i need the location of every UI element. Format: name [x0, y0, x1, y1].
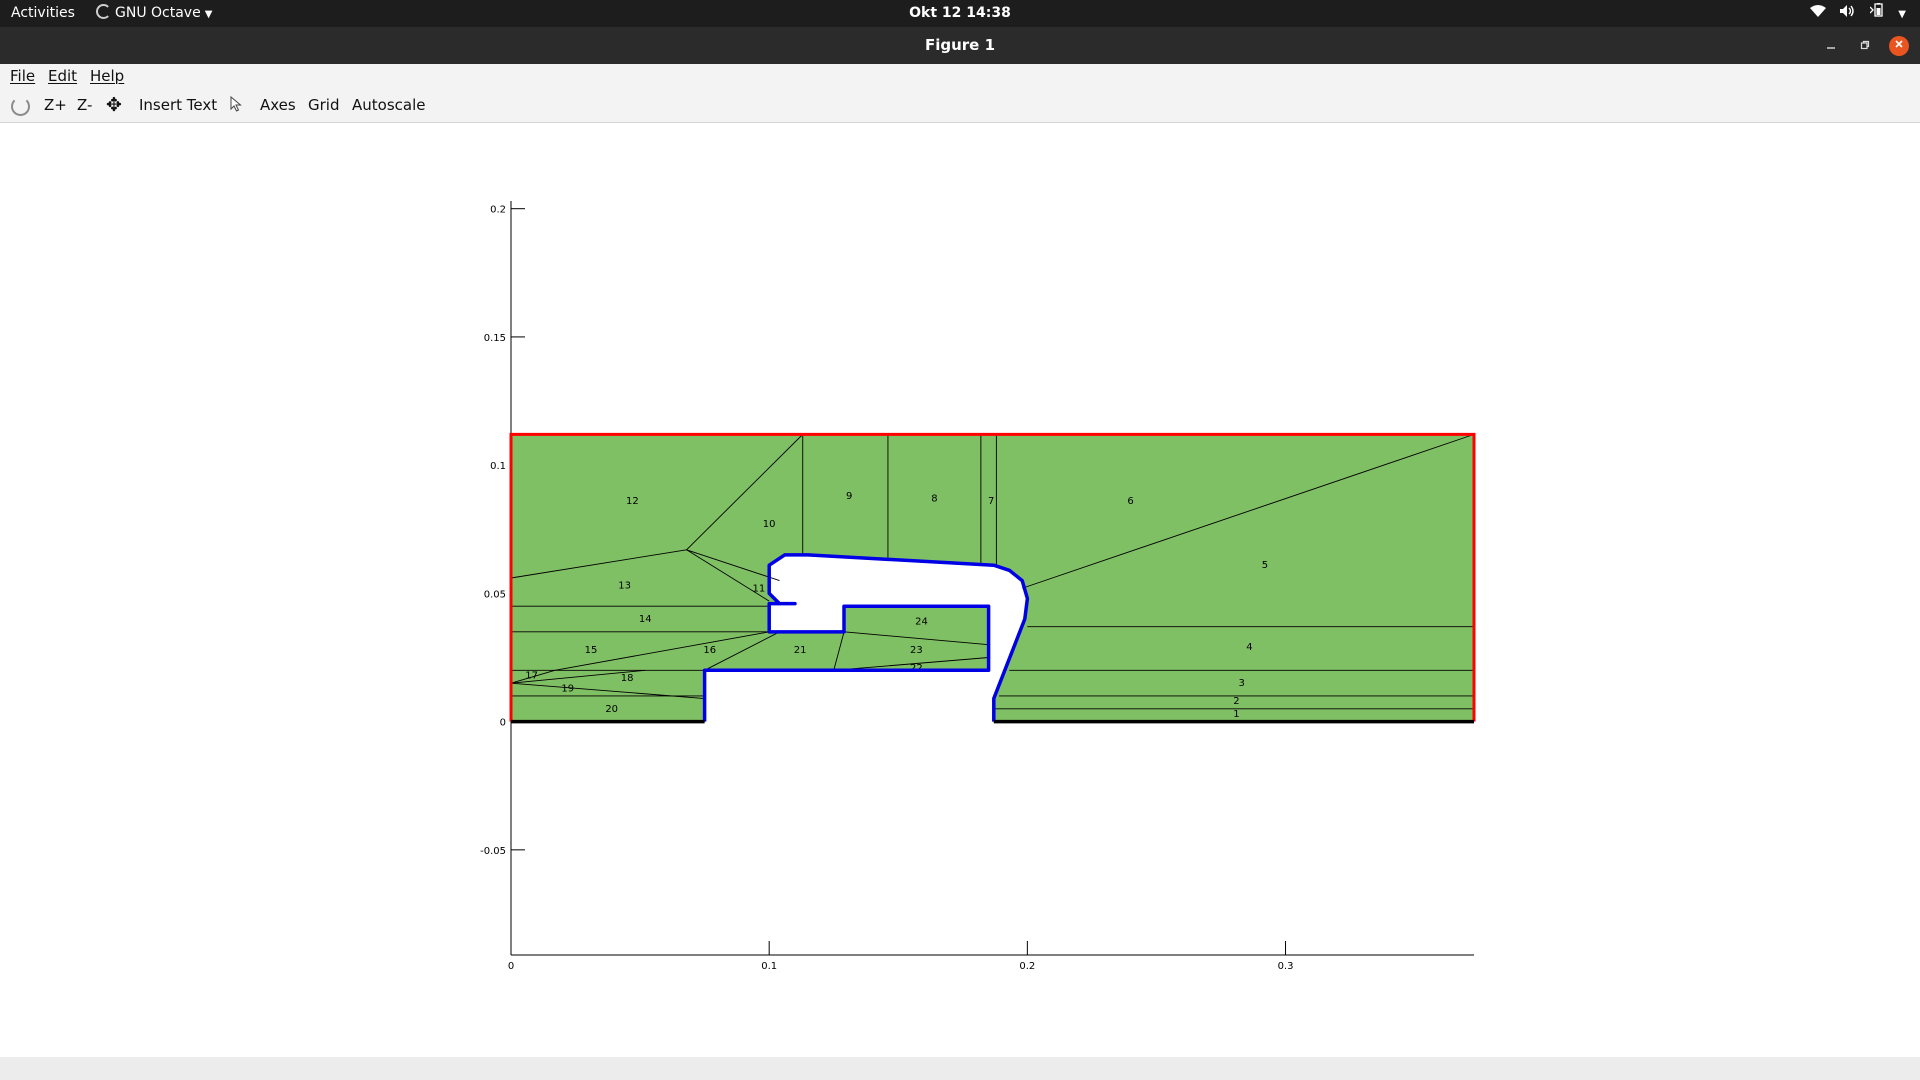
region-label: 18	[621, 673, 634, 684]
mesh-fill	[511, 434, 1474, 722]
region-label: 24	[915, 617, 928, 628]
x-tick-label: 0.3	[1278, 961, 1294, 972]
region-label: 5	[1262, 560, 1268, 571]
region-label: 21	[794, 645, 807, 656]
restore-icon	[1860, 40, 1870, 50]
region-label: 2	[1233, 696, 1239, 707]
minimize-button[interactable]	[1821, 36, 1841, 56]
window-title: Figure 1	[924, 36, 996, 54]
inner-boundary	[702, 553, 1030, 722]
figure-toolbar: Z+ Z- ✥ Insert Text Axes Grid Autoscale	[0, 88, 1920, 123]
region-label: 22	[910, 663, 923, 674]
grid-button[interactable]: Grid	[308, 96, 340, 114]
plot-canvas[interactable]: 0.20.150.10.050-0.050 0.1 0.2 0.3 123456789…	[0, 123, 1920, 1057]
pan-move-icon[interactable]: ✥	[106, 94, 122, 116]
region-label: 8	[931, 493, 937, 504]
mesh-domain-fill	[511, 434, 1474, 722]
close-button[interactable]	[1889, 36, 1909, 56]
region-label: 13	[618, 581, 631, 592]
window-titlebar[interactable]: Figure 1	[0, 27, 1920, 64]
clock[interactable]: Okt 12 14:38	[909, 5, 1011, 21]
mesh-edge	[1022, 433, 1475, 589]
system-tray[interactable]: ▼	[1800, 0, 1906, 27]
mesh-edge	[554, 631, 770, 671]
y-tick-label: 0.05	[484, 589, 506, 600]
chevron-down-icon: ▼	[204, 9, 213, 20]
mesh-edge	[686, 549, 770, 602]
activities-button[interactable]: Activities	[11, 5, 75, 21]
close-icon	[1895, 40, 1903, 48]
mesh-edge	[704, 631, 780, 671]
region-label: 19	[561, 683, 574, 694]
region-label: 17	[525, 670, 538, 681]
mesh-edge	[844, 631, 989, 646]
restore-button[interactable]	[1855, 36, 1875, 56]
mesh-edge	[510, 669, 556, 684]
wifi-icon	[1809, 5, 1830, 21]
mesh-edge	[510, 669, 646, 684]
volume-icon	[1840, 5, 1860, 21]
battery-icon	[1869, 3, 1888, 21]
x-tick-label: 0.2	[1019, 961, 1035, 972]
region-label: 14	[639, 614, 652, 625]
region-label: 23	[910, 645, 923, 656]
mesh-edge	[833, 657, 989, 671]
octave-app-icon	[96, 4, 111, 19]
minimize-icon	[1827, 47, 1835, 49]
top-bar: Activities GNU Octave ▼ Okt 12 14:38 ▼	[0, 0, 1920, 27]
select-pointer-icon[interactable]	[230, 88, 242, 122]
app-menu-label: GNU Octave	[115, 5, 201, 21]
menu-file[interactable]: File	[10, 67, 36, 85]
zoom-in-button[interactable]: Z+	[44, 96, 67, 114]
region-label: 15	[585, 645, 598, 656]
axes-button[interactable]: Axes	[260, 96, 296, 114]
region-label: 7	[988, 496, 994, 507]
y-tick-label: 0	[500, 718, 506, 729]
y-tick-label: -0.05	[480, 846, 506, 857]
region-label: 6	[1127, 496, 1133, 507]
menu-bar: File Edit Help	[0, 64, 1920, 88]
mesh-edge	[510, 549, 687, 579]
region-label: 9	[846, 491, 852, 502]
boundaries	[509, 432, 1476, 724]
autoscale-button[interactable]: Autoscale	[352, 96, 426, 114]
mesh-edge	[686, 549, 780, 581]
mesh-edge	[686, 434, 804, 551]
region-label: 12	[626, 496, 639, 507]
y-tick-label: 0.15	[484, 333, 506, 344]
insert-text-button[interactable]: Insert Text	[139, 96, 218, 114]
x-tick-label: 0	[508, 961, 514, 972]
x-tick-label: 0.1	[761, 961, 777, 972]
mesh-edge	[833, 631, 845, 671]
region-label: 3	[1238, 678, 1244, 689]
zoom-out-button[interactable]: Z-	[77, 96, 93, 114]
y-tick-label: 0.1	[490, 461, 506, 472]
region-label: 11	[752, 583, 765, 594]
rotate-icon[interactable]	[11, 97, 30, 116]
app-menu[interactable]: GNU Octave ▼	[96, 0, 212, 27]
region-label: 1	[1233, 709, 1239, 720]
region-label: 20	[605, 704, 618, 715]
region-label: 4	[1246, 642, 1252, 653]
status-bar	[0, 1057, 1920, 1080]
outer-boundary	[509, 432, 1476, 722]
mesh-edges	[510, 433, 1475, 710]
region-label: 16	[703, 645, 716, 656]
menu-edit[interactable]: Edit	[48, 67, 78, 85]
chevron-down-icon: ▼	[1898, 9, 1906, 20]
region-label: 10	[763, 519, 776, 530]
y-tick-label: 0.2	[490, 205, 506, 216]
menu-help[interactable]: Help	[90, 67, 125, 85]
